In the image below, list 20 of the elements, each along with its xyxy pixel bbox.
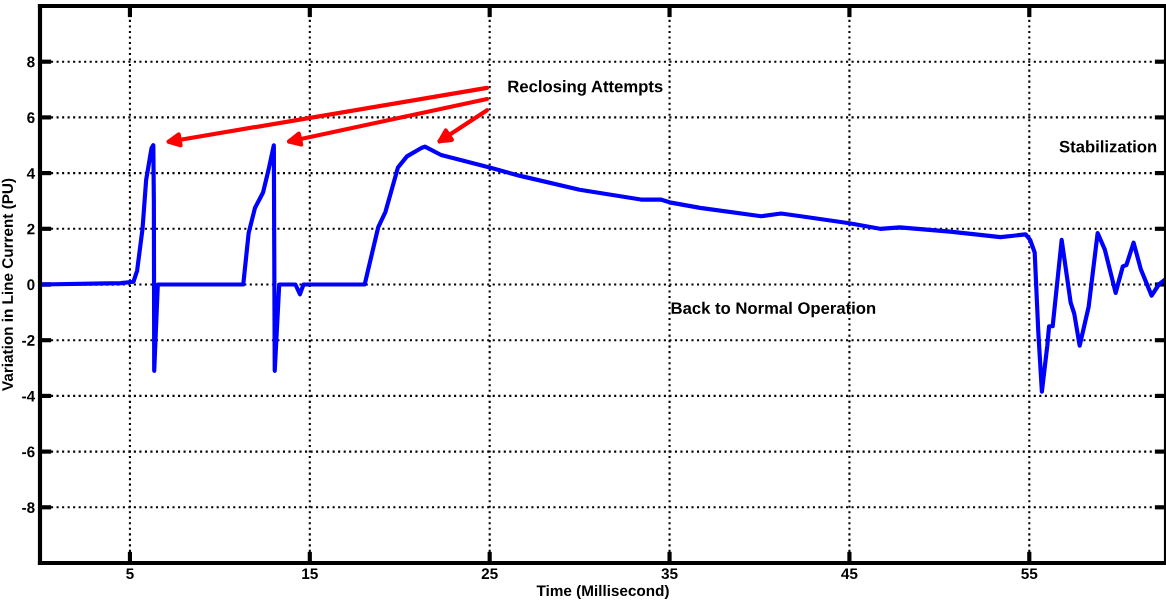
x-tick-label: 35 [661,568,678,580]
x-tick-label: 15 [302,568,318,580]
y-tick-label: 2 [27,223,35,235]
x-tick-label: 5 [126,568,134,580]
annotation: Back to Normal Operation [671,301,876,318]
x-axis-title: Time (Millisecond) [536,584,669,600]
y-tick-label: 4 [26,168,36,179]
y-tick-label: 8 [27,56,35,68]
y-tick-label: -8 [22,502,35,513]
y-tick-label: -4 [22,390,36,402]
y-tick-label: 0 [27,279,35,291]
y-tick-label: 6 [27,112,35,124]
y-tick-label: -6 [22,446,35,458]
x-tick-label: 45 [841,568,858,580]
x-tick-label: 55 [1021,568,1038,580]
x-tick-label: 25 [481,568,498,580]
annotation: Stabilization [1059,140,1157,153]
y-axis-title: Variation in Line Current (PU) [1,178,16,391]
annotation: Reclosing Attempts [508,80,663,96]
y-tick-label: -2 [22,335,35,346]
